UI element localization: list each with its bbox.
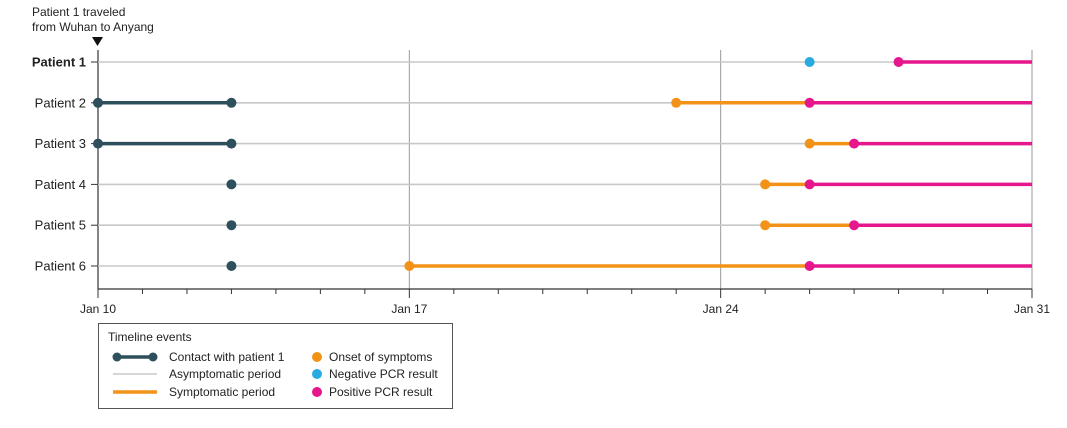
legend-title: Timeline events	[108, 330, 192, 344]
patient-label: Patient 1	[32, 55, 86, 70]
annotation-line-1: Patient 1 traveled	[32, 5, 125, 19]
legend-swatch-dot	[112, 352, 122, 362]
patient-label: Patient 2	[35, 95, 86, 110]
positive-pcr-dot	[849, 138, 860, 149]
legend-label: Asymptomatic period	[169, 367, 281, 381]
patient-row: Patient 4	[35, 177, 1032, 192]
grid-layer	[408, 50, 1033, 289]
legend-item-negative-pcr: Negative PCR result	[312, 367, 438, 381]
legend-label: Negative PCR result	[329, 367, 438, 381]
contact-end-dot	[226, 261, 237, 271]
legend-item-contact: Contact with patient 1	[112, 350, 285, 364]
patient-row: Patient 1	[32, 55, 1032, 70]
legend-label: Contact with patient 1	[169, 350, 285, 364]
positive-pcr-dot	[804, 261, 815, 271]
positive-pcr-dot	[893, 57, 904, 67]
legend: Timeline events Contact with patient 1 As…	[98, 323, 453, 409]
x-tick-label: Jan 10	[80, 302, 116, 316]
x-tick-label: Jan 31	[1014, 302, 1050, 316]
legend-svg: Timeline events Contact with patient 1 As…	[108, 330, 438, 399]
annotation-arrow-icon	[92, 37, 103, 46]
legend-label: Symptomatic period	[169, 385, 275, 399]
positive-pcr-dot	[804, 97, 815, 108]
legend-label: Positive PCR result	[329, 385, 433, 399]
negative-pcr-dot	[804, 57, 815, 67]
legend-item-onset: Onset of symptoms	[312, 350, 432, 364]
annotation-line-2: from Wuhan to Anyang	[32, 20, 154, 34]
patient-row: Patient 2	[35, 95, 1032, 110]
x-axis: Jan 10 Jan 17 Jan 24 Jan 31	[80, 50, 1050, 316]
legend-swatch-dot	[312, 369, 322, 379]
onset-dot	[671, 97, 682, 108]
onset-dot	[804, 138, 815, 149]
legend-label: Onset of symptoms	[329, 350, 432, 364]
contact-end-dot	[226, 138, 237, 149]
contact-start-dot	[93, 138, 103, 149]
contact-end-dot	[226, 97, 237, 108]
legend-items: Contact with patient 1 Asymptomatic perio…	[112, 350, 438, 399]
patient-row: Patient 6	[35, 259, 1032, 274]
contact-start-dot	[93, 97, 103, 108]
patient-label: Patient 6	[35, 259, 86, 274]
legend-item-positive-pcr: Positive PCR result	[312, 385, 433, 399]
patient-label: Patient 3	[35, 136, 86, 151]
positive-pcr-dot	[804, 179, 815, 190]
patient-label: Patient 5	[35, 218, 86, 233]
positive-pcr-dot	[849, 220, 860, 231]
patient-rows: Patient 1 Patient 2 Patient 3 Patient 4 Pati…	[32, 55, 1032, 274]
onset-dot	[760, 179, 771, 190]
travel-annotation: Patient 1 traveled from Wuhan to Anyang	[32, 5, 154, 46]
legend-item-asymptomatic: Asymptomatic period	[113, 367, 281, 381]
onset-dot	[760, 220, 771, 231]
onset-dot	[404, 261, 415, 271]
patient-label: Patient 4	[35, 177, 86, 192]
legend-item-symptomatic: Symptomatic period	[113, 385, 275, 399]
patient-row: Patient 3	[35, 136, 1032, 151]
legend-swatch-dot	[148, 352, 158, 362]
x-tick-label: Jan 24	[703, 302, 739, 316]
patient-row: Patient 5	[35, 218, 1032, 233]
contact-end-dot	[226, 220, 237, 231]
legend-swatch-dot	[312, 387, 322, 397]
contact-end-dot	[226, 179, 237, 190]
x-tick-label: Jan 17	[391, 302, 427, 316]
legend-swatch-dot	[312, 352, 322, 362]
